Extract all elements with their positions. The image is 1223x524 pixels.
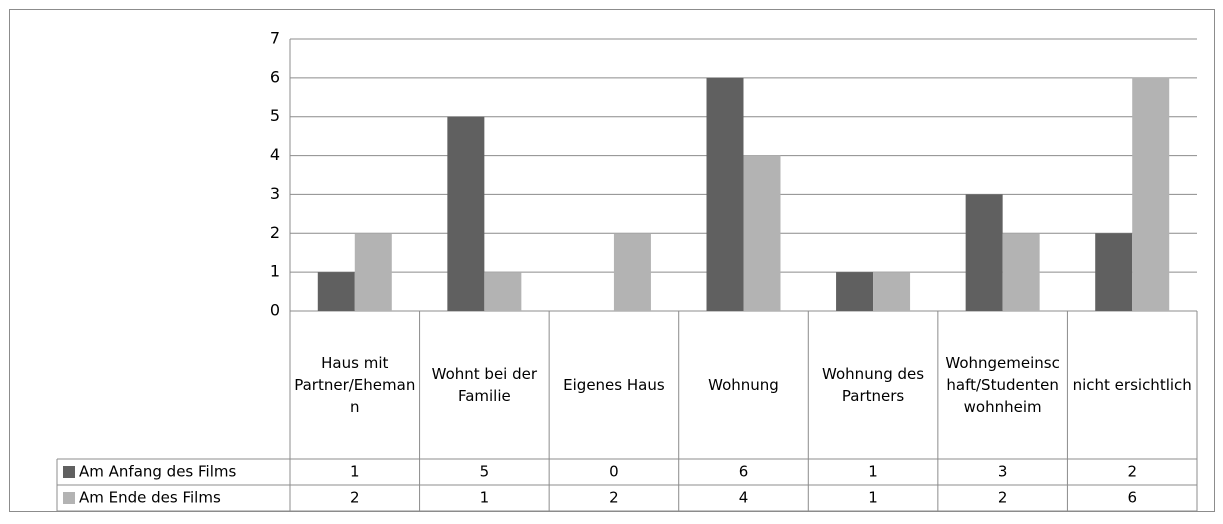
bar [447, 116, 485, 311]
category-cell: Eigenes Haus [563, 376, 665, 394]
table-value: 4 [739, 489, 749, 507]
table-value: 1 [350, 463, 360, 481]
y-tick-label: 6 [270, 67, 280, 86]
x-tick-label: Haus mit Partner/Ehemann [294, 354, 416, 416]
bar [354, 233, 392, 311]
table-value: 1 [868, 489, 878, 507]
bar [706, 77, 744, 311]
legend-label: Am Anfang des Films [79, 463, 236, 481]
category-cell: Haus mit Partner/Ehemann [294, 354, 416, 416]
y-tick-label: 2 [270, 223, 280, 242]
table-value: 2 [609, 489, 619, 507]
table-value: 6 [1127, 489, 1137, 507]
legend-label: Am Ende des Films [79, 489, 221, 507]
table-value: 2 [998, 489, 1008, 507]
bar [873, 272, 911, 311]
bar [1132, 77, 1170, 311]
category-cell: Wohngemeinschaft/Studentenwohnheim [945, 354, 1060, 416]
y-tick-label: 5 [270, 106, 280, 125]
legend-swatch [63, 466, 75, 478]
category-cell: Wohnt bei der Familie [431, 365, 538, 405]
table-value: 0 [609, 463, 619, 481]
bar [484, 272, 522, 311]
y-tick-label: 0 [270, 301, 280, 320]
bar [965, 194, 1003, 311]
y-tick-label: 1 [270, 262, 280, 281]
table-value: 2 [350, 489, 360, 507]
table-value: 2 [1127, 463, 1137, 481]
bar [836, 272, 874, 311]
table-value: 1 [868, 463, 878, 481]
y-tick-label: 4 [270, 145, 280, 164]
bar [1002, 233, 1040, 311]
y-tick-label: 7 [270, 29, 280, 48]
legend-swatch [63, 492, 75, 504]
table-value: 1 [480, 489, 490, 507]
table-value: 6 [739, 463, 749, 481]
bar [317, 272, 355, 311]
bar [743, 155, 781, 311]
category-cell: Wohnung des Partners [822, 365, 925, 405]
category-cell: nicht ersichtlich [1072, 376, 1192, 394]
table-value: 5 [480, 463, 490, 481]
table-value: 3 [998, 463, 1008, 481]
x-tick-label: Wohnung des Partners [822, 365, 925, 405]
category-cell: Wohnung [708, 376, 779, 394]
x-tick-label: nicht ersichtlich [1072, 376, 1192, 394]
y-tick-label: 3 [270, 184, 280, 203]
x-tick-label: Wohnt bei der Familie [431, 365, 538, 405]
bar [613, 233, 651, 311]
x-tick-label: Wohngemeinschaft/Studentenwohnheim [945, 354, 1060, 416]
x-tick-label: Eigenes Haus [563, 376, 665, 394]
bar [1095, 233, 1133, 311]
x-tick-label: Wohnung [708, 376, 779, 394]
